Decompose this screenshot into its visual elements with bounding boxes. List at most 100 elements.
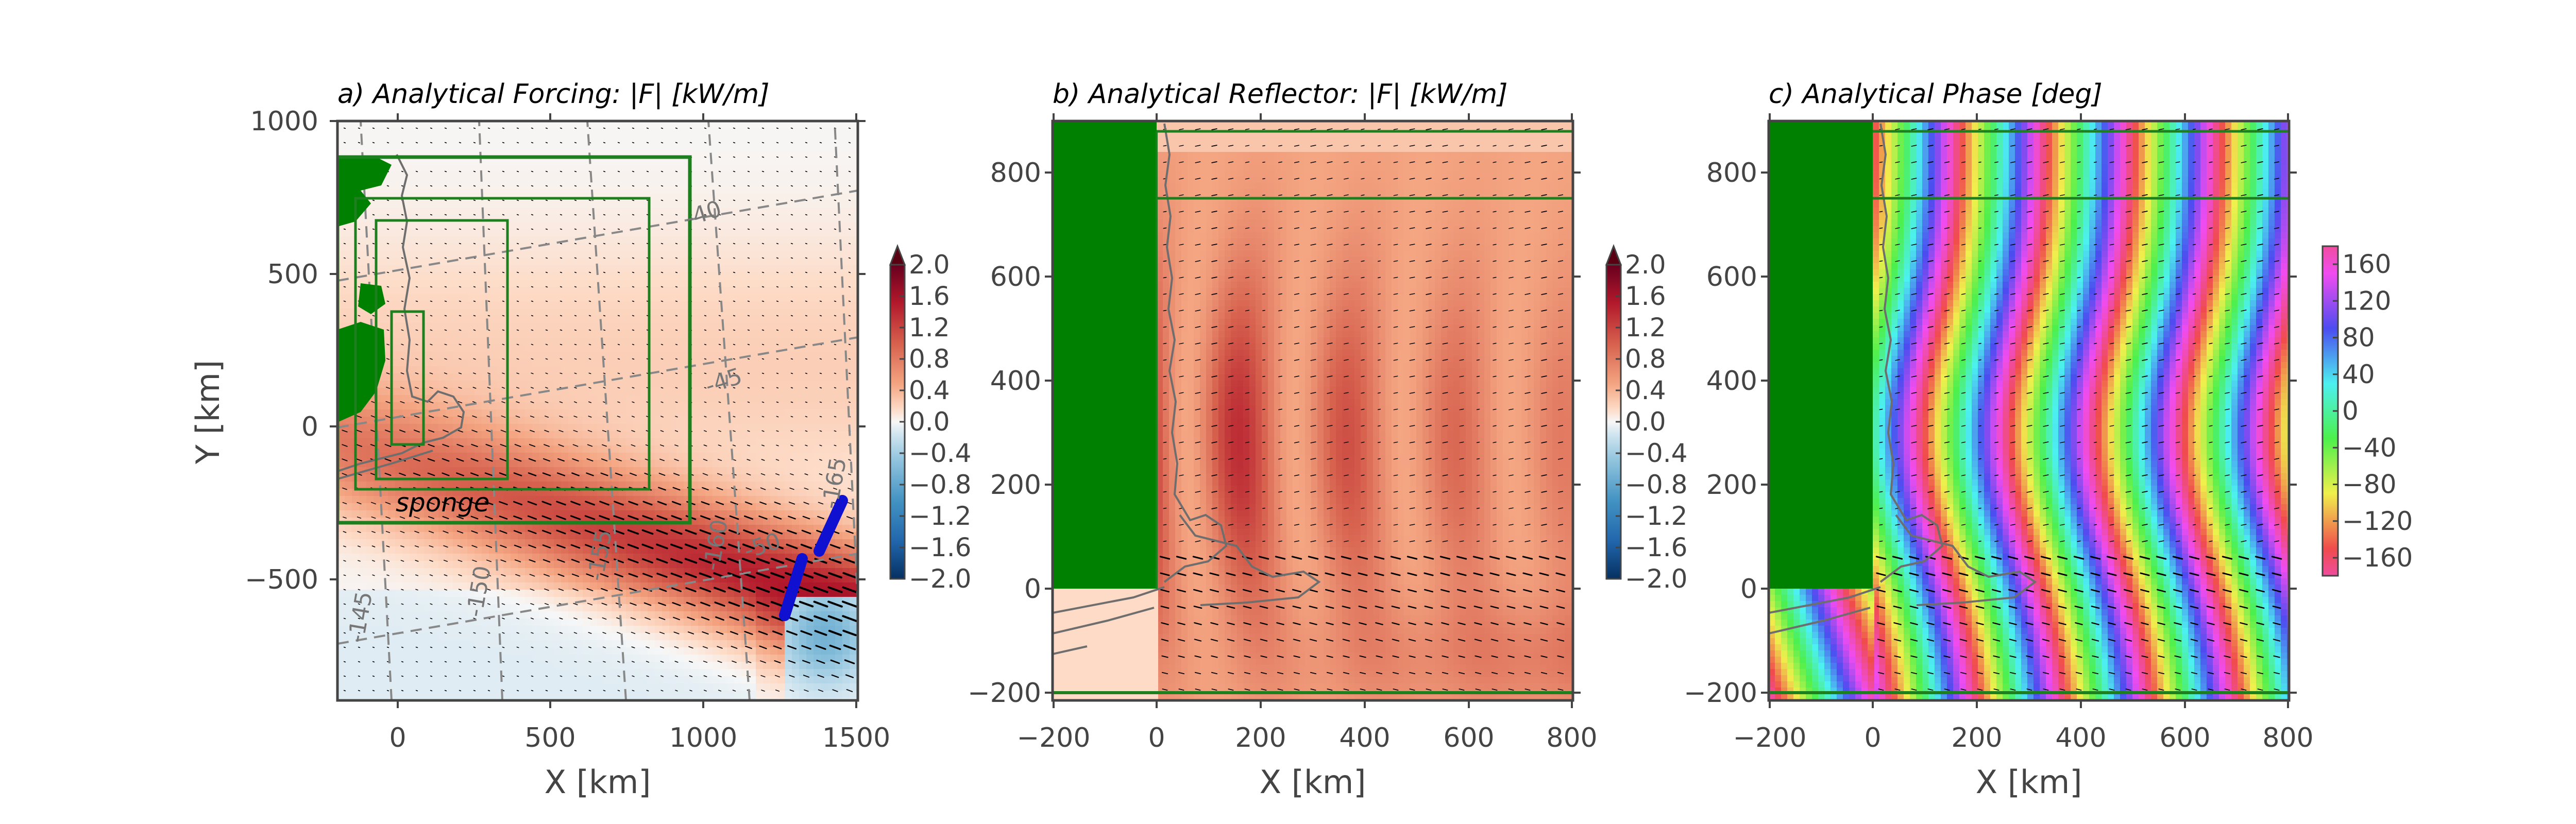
panel-a-box-inner [375,219,509,480]
panel-a-ytick-label: 0 [301,411,318,442]
panel-c-colorbar: 160 120 80 40 0 −40 −80 −120 −160 [2321,245,2413,577]
panel-a-frame [336,119,859,702]
colorbar-tick-label: 0.0 [909,407,950,437]
colorbar-tick-label: −1.6 [909,533,971,562]
x-tick-label: 0 [1148,723,1165,753]
colorbar-tick-label: −1.6 [1625,533,1687,562]
colorbar-tick-label: 1.6 [909,281,950,311]
colorbar-tick-label: 160 [2342,249,2391,279]
colorbar-tick-label: −0.8 [909,470,971,500]
y-tick-label: 800 [990,158,1041,188]
colorbar-tick-label: −0.4 [1625,438,1687,468]
panel-b-colorbar-extend [1605,244,1622,266]
panel-c-coastline-2 [1895,514,2037,606]
panel-a-box-small [390,310,425,446]
panel-b-colorbar: 2.01.61.20.80.40.0−0.4−0.8−1.2−1.6−2.0 [1605,244,1687,594]
panel-b: b) Analytical Reflector: |F| [kW/m] −200… [968,79,1597,801]
panel-a-box-middle [354,197,651,491]
panel-a-colorbar: 2.01.61.20.80.40.0−0.4−0.8−1.2−1.6−2.0 [889,244,971,594]
panel-a-antenna-2 [814,495,848,557]
panel-a-xtick-label: 500 [524,723,575,753]
colorbar-tick-label: −160 [2342,543,2413,573]
y-tick-label: 400 [1706,366,1757,397]
colorbar-tick-label: −80 [2342,470,2397,500]
colorbar-tick-label: 1.2 [1625,313,1666,342]
x-tick-label: 0 [1864,723,1881,753]
y-tick-label: 200 [990,470,1041,501]
panel-a-xtick-label: 1000 [669,723,737,753]
x-tick-label: 600 [2159,723,2210,753]
panel-b-field [1053,121,1573,700]
panel-a-antenna-1 [779,553,808,621]
colorbar-tick-label: 1.2 [909,313,950,342]
panel-b-title: b) Analytical Reflector: |F| [kW/m] [1053,79,1507,110]
colorbar-tick-label: −0.4 [909,438,971,468]
panel-a-ytick-label: 500 [267,259,318,290]
colorbar-tick-label: 2.0 [1625,250,1666,280]
x-tick-label: 800 [2262,723,2313,753]
y-tick-label: 800 [1706,158,1757,188]
panel-c-title: c) Analytical Phase [deg] [1769,79,2103,110]
panel-c-xlabel: X [km] [1976,763,2082,801]
panel-a-box-outer [337,155,692,525]
panel-a-x-ticks [397,113,857,708]
colorbar-tick-label: −120 [2342,506,2413,536]
panel-c-flux-arrows [1875,128,2282,691]
colorbar-tick-label: 0.8 [1625,344,1666,374]
y-tick-label: −200 [1684,678,1757,709]
y-tick-label: 400 [990,366,1041,397]
x-tick-label: −200 [1733,723,1807,753]
colorbar-tick-label: 0.4 [909,375,950,405]
panel-a-ytick-label: −500 [245,564,318,595]
panel-a-flux-arrows [342,127,858,692]
panel-b-land [1053,121,1157,589]
x-tick-label: 800 [1546,723,1597,753]
panel-a-title: a) Analytical Forcing: |F| [kW/m] [337,79,769,110]
panel-a-land-south [337,322,385,422]
panel-c: c) Analytical Phase [deg] −200 0 200 400 600… [1684,79,2313,801]
panel-a-coastline [337,154,465,472]
panel-a-ytick-label: 1000 [250,106,318,137]
panel-a-y-ticks [330,120,866,580]
panel-b-frame [1051,119,1574,702]
panel-a-land-island [358,283,385,314]
panel-b-coastline-2 [1179,514,1321,606]
colorbar-tick-label: −2.0 [1625,564,1687,594]
colorbar-tick-label: 1.6 [1625,281,1666,311]
x-tick-label: 400 [1339,723,1390,753]
y-tick-label: −200 [968,678,1041,709]
x-tick-label: 400 [2055,723,2106,753]
colorbar-tick-label: 0.8 [909,344,950,374]
panel-a-latlon-grid [337,121,858,700]
panel-c-coast-south [1769,586,1881,634]
colorbar-tick-label: −2.0 [909,564,971,594]
panel-a-ylabel: Y [km] [189,360,227,465]
colorbar-tick-label: 0.4 [1625,375,1666,405]
colorbar-tick-label: −1.2 [1625,501,1687,531]
panel-a-xtick-label: 0 [389,723,406,753]
colorbar-tick-label: 120 [2342,286,2391,316]
y-tick-label: 200 [1706,470,1757,501]
colorbar-tick-label: 0 [2342,396,2359,426]
colorbar-tick-label: 80 [2342,323,2375,353]
colorbar-tick-label: −0.8 [1625,470,1687,500]
panel-a-colorbar-extend [889,244,906,266]
panel-a-sponge-label: sponge [396,488,490,518]
panel-a-land [337,157,392,227]
colorbar-tick-label: 40 [2342,359,2375,389]
colorbar-tick-label: 0.0 [1625,407,1666,437]
y-tick-label: 600 [990,262,1041,293]
y-tick-label: 0 [1024,574,1041,605]
x-tick-label: 600 [1443,723,1494,753]
panel-b-coast-south [1053,586,1165,655]
x-tick-label: −200 [1017,723,1091,753]
panel-b-xlabel: X [km] [1260,763,1366,801]
panel-b-flux-arrows [1159,128,1566,691]
x-tick-label: 200 [1235,723,1286,753]
panel-a: a) Analytical Forcing: |F| [kW/m] -40 -4… [189,79,890,801]
panel-a-xtick-label: 1500 [822,723,890,753]
y-tick-label: 600 [1706,262,1757,293]
colorbar-tick-label: −1.2 [909,501,971,531]
panel-c-frame [1767,119,2291,702]
